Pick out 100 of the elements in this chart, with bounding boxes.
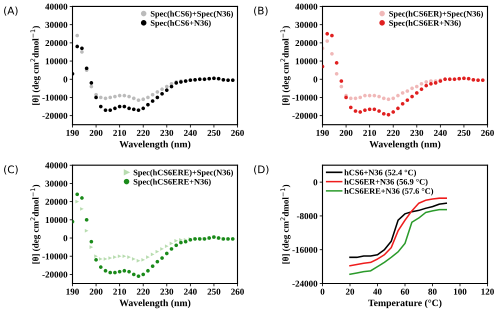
legend-label: hCS6ERE+N36 (57.6 °C) xyxy=(344,188,434,196)
point xyxy=(90,240,94,244)
point xyxy=(132,107,136,112)
x-tick-label: 260 xyxy=(231,288,244,295)
x-tick-label: 200 xyxy=(340,130,352,136)
x-tick-label: 210 xyxy=(113,130,126,136)
point xyxy=(160,247,164,251)
point xyxy=(127,270,131,274)
y-tick-label: 0 xyxy=(63,76,68,82)
point xyxy=(334,61,338,65)
point xyxy=(396,94,400,98)
point xyxy=(170,242,174,246)
point xyxy=(174,243,178,248)
x-tick-label: 250 xyxy=(208,288,220,295)
x-tick-label: 240 xyxy=(184,288,197,295)
y-tick-label: 30000 xyxy=(295,22,318,28)
point xyxy=(75,192,80,196)
point xyxy=(80,196,84,200)
point xyxy=(179,238,183,242)
point xyxy=(98,96,103,100)
y-tick-label: -20000 xyxy=(42,112,68,119)
point xyxy=(113,255,117,259)
point xyxy=(164,252,169,256)
point xyxy=(340,84,344,88)
point xyxy=(414,84,419,88)
point xyxy=(84,218,88,222)
point xyxy=(429,82,433,86)
y-tick-label: 10000 xyxy=(46,216,68,224)
point xyxy=(164,88,169,92)
point xyxy=(146,268,150,273)
y-tick-label: -10000 xyxy=(42,94,68,101)
x-tick-label: 230 xyxy=(160,130,174,136)
x-axis-title: Wavelength (nm) xyxy=(119,140,190,150)
point xyxy=(127,255,131,259)
x-tick-label: 260 xyxy=(481,130,494,136)
y-tick-label: 40000 xyxy=(295,4,318,10)
point xyxy=(372,94,376,98)
x-tick-label: 250 xyxy=(208,130,220,136)
point xyxy=(75,34,80,38)
x-tick-label: 200 xyxy=(90,288,102,295)
point xyxy=(146,102,150,107)
chart-title: (D) xyxy=(254,165,268,175)
line-series xyxy=(349,197,448,267)
point xyxy=(108,96,112,100)
point xyxy=(108,270,112,274)
point xyxy=(170,247,174,251)
y-axis-title: [θ] (deg cm$^{2}$dmol$^{−1}$) xyxy=(280,26,291,105)
point xyxy=(122,94,126,98)
point xyxy=(348,106,353,110)
chart-title: (C) xyxy=(4,165,18,175)
y-tick-label: -20000 xyxy=(292,112,318,119)
point xyxy=(150,99,154,103)
x-tick-label: 20 xyxy=(346,288,354,295)
point xyxy=(372,107,376,112)
point xyxy=(113,94,117,98)
point xyxy=(122,268,126,273)
x-tick-label: 230 xyxy=(410,130,424,136)
y-tick-label: 20000 xyxy=(295,40,318,46)
legend-label: Spec(hCS6ERE+N36) xyxy=(134,178,211,186)
x-tick-label: 210 xyxy=(113,288,126,295)
point xyxy=(132,96,136,100)
y-tick-label: 0 xyxy=(313,179,318,186)
y-axis-title: [θ] (deg cm$^{2}$dmol$^{−1}$) xyxy=(280,184,291,264)
point xyxy=(141,97,146,102)
point xyxy=(150,92,154,97)
point xyxy=(104,108,108,112)
x-tick-label: 220 xyxy=(386,130,400,136)
y-axis-title: [θ] (deg cm$^{2}$dmol$^{−1}$) xyxy=(30,26,41,105)
point xyxy=(98,104,103,108)
point xyxy=(113,106,117,110)
y-tick-label: 20000 xyxy=(45,198,68,205)
point xyxy=(386,112,390,117)
x-tick-label: 190 xyxy=(66,130,79,136)
point xyxy=(156,260,160,264)
point xyxy=(396,106,400,110)
x-tick-label: 60 xyxy=(400,288,410,295)
point xyxy=(156,90,160,94)
point xyxy=(424,80,428,84)
chart-title: (A) xyxy=(4,6,18,16)
point xyxy=(410,86,414,90)
point xyxy=(80,50,84,54)
point xyxy=(170,84,174,88)
point xyxy=(391,110,396,114)
point xyxy=(400,91,404,95)
x-tick-label: 190 xyxy=(66,288,79,295)
point xyxy=(334,72,338,76)
x-tick-label: 260 xyxy=(231,130,244,136)
y-tick-label: 10000 xyxy=(296,58,318,64)
point xyxy=(136,258,140,263)
point xyxy=(363,94,367,98)
legend-label: Spec(hCS6ER)+Spec(N36) xyxy=(389,10,483,18)
point xyxy=(146,255,150,259)
y-tick-label: -8000 xyxy=(296,213,318,220)
point xyxy=(340,79,344,83)
point xyxy=(363,108,367,112)
point xyxy=(104,96,108,100)
point xyxy=(80,207,84,211)
x-tick-label: 220 xyxy=(136,130,150,136)
x-tick-label: 240 xyxy=(184,130,197,136)
chart-title: (B) xyxy=(254,6,268,16)
